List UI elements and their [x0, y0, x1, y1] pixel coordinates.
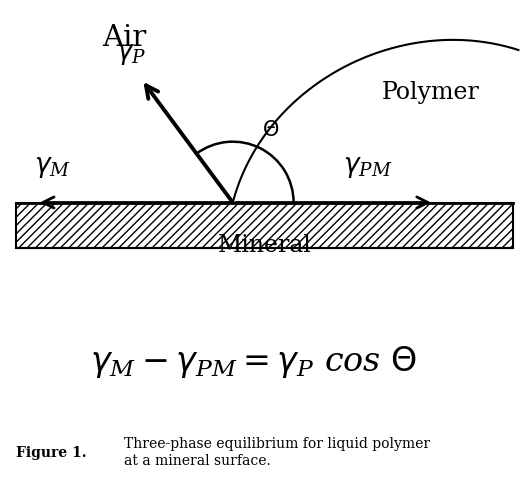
Text: Mineral: Mineral	[217, 234, 312, 256]
Text: $\gamma_\mathregular{PM}$: $\gamma_\mathregular{PM}$	[343, 155, 393, 180]
Text: Figure 1.: Figure 1.	[16, 446, 87, 460]
Text: Air: Air	[102, 24, 147, 52]
Bar	[16, 202, 513, 248]
Text: Three-phase equilibrium for liquid polymer
at a mineral surface.: Three-phase equilibrium for liquid polym…	[124, 438, 431, 468]
Text: $\gamma_\mathregular{M}$: $\gamma_\mathregular{M}$	[34, 155, 71, 180]
Text: $\gamma_\mathregular{P}$: $\gamma_\mathregular{P}$	[116, 42, 146, 68]
Text: $\Theta$: $\Theta$	[262, 120, 279, 140]
Text: $\gamma_\mathregular{M} - \gamma_\mathregular{PM} = \gamma_\mathregular{P}\ \mat: $\gamma_\mathregular{M} - \gamma_\mathre…	[90, 344, 417, 380]
Text: Polymer: Polymer	[382, 81, 480, 104]
